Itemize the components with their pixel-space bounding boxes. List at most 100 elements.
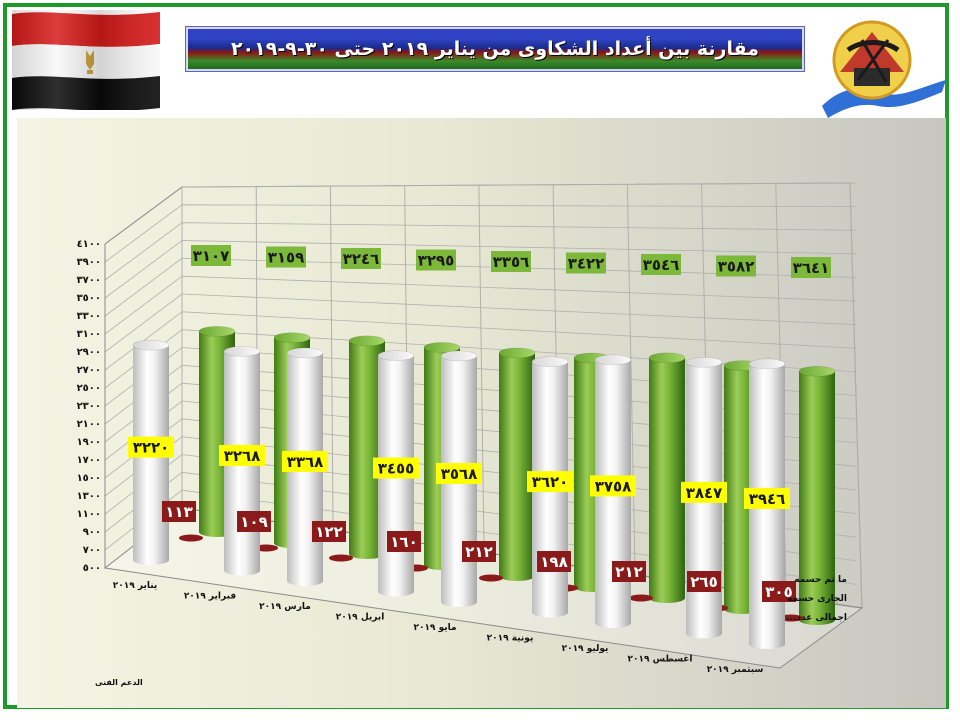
data-label-red: ٢٦٥ xyxy=(687,571,721,592)
data-label-green-text: ٣٤٢٢ xyxy=(568,255,605,273)
y-tick-label: ٣٥٠٠ xyxy=(77,293,101,304)
data-label-red: ٢١٢ xyxy=(462,541,496,562)
data-label-white: ٣٢٢٠ xyxy=(128,436,174,458)
data-label-white-text: ٣٤٥٥ xyxy=(378,460,415,478)
data-label-green-box xyxy=(491,251,531,272)
data-label-white-box xyxy=(373,457,419,479)
x-tick-label: يناير ٢٠١٩ xyxy=(113,581,158,591)
data-label-red: ٢١٢ xyxy=(612,561,646,582)
data-label-red-box xyxy=(687,571,721,592)
data-label-red: ١٢٢ xyxy=(312,521,346,542)
data-label-red-text: ١١٣ xyxy=(165,503,192,521)
grid-line xyxy=(104,182,857,245)
data-label-white-text: ٣٣٦٨ xyxy=(287,453,324,471)
data-label-red: ٣٠٥ xyxy=(762,581,796,602)
data-label-white: ٣٥٦٨ xyxy=(436,462,482,484)
data-label-red-box xyxy=(162,501,196,522)
y-tick-label: ٢٥٠٠ xyxy=(77,383,101,394)
y-tick-label: ١٧٠٠ xyxy=(77,455,101,466)
data-label-red: ١٠٩ xyxy=(237,511,271,532)
y-tick-label: ٣٧٠٠ xyxy=(77,275,101,286)
bar-white-top xyxy=(132,339,170,351)
bar-red xyxy=(479,574,503,582)
data-label-white-text: ٣٨٤٧ xyxy=(686,484,723,502)
data-label-white-text: ٣٢٦٨ xyxy=(224,447,261,465)
bar-green-top xyxy=(273,332,311,343)
data-label-green-box xyxy=(716,255,756,277)
bar-green xyxy=(348,335,386,559)
data-label-white-box xyxy=(590,475,636,497)
bar-green-top xyxy=(348,335,386,347)
grid-vertical xyxy=(626,184,636,575)
y-tick-label: ٩٠٠ xyxy=(83,527,101,538)
data-label-green: ٣٦٤١ xyxy=(791,257,831,278)
data-label-green-text: ٣٦٤١ xyxy=(793,259,830,277)
x-tick-label: ابريل ٢٠١٩ xyxy=(336,613,385,623)
y-tick-label: ٢١٠٠ xyxy=(77,419,101,430)
data-label-red-text: ١٩٨ xyxy=(540,553,567,571)
data-label-white-box xyxy=(219,444,265,466)
legend-entry: ما تم حسمه xyxy=(794,575,847,585)
data-label-red-box xyxy=(462,541,496,562)
data-label-red-text: ١٠٩ xyxy=(240,513,267,531)
data-label-green: ٣٢٩٥ xyxy=(416,249,456,271)
bar-white-top xyxy=(223,346,261,357)
y-tick-label: ٤١٠٠ xyxy=(77,239,101,250)
data-label-red: ١٩٨ xyxy=(537,551,571,572)
data-label-green: ٣١٠٧ xyxy=(191,245,231,266)
data-label-white-text: ٣٦٢٠ xyxy=(532,473,569,491)
data-label-green: ٣٥٤٦ xyxy=(641,254,681,275)
grid-vertical xyxy=(478,185,485,553)
legend-entry: اجمالى عدد... xyxy=(786,613,847,623)
bar-white-top xyxy=(377,350,415,361)
data-label-white-box xyxy=(282,450,328,472)
data-label-red-text: ٢٦٥ xyxy=(690,573,717,591)
y-tick-label: ٢٧٠٠ xyxy=(77,365,101,376)
y-tick-label: ٢٩٠٠ xyxy=(77,347,101,358)
data-label-green-box xyxy=(266,246,306,268)
data-label-white: ٣٩٤٦ xyxy=(744,487,790,509)
bar-white-top xyxy=(286,347,324,359)
bar-white-top xyxy=(531,356,569,367)
data-label-green: ٣٣٥٦ xyxy=(491,251,531,272)
data-label-red-box xyxy=(537,551,571,572)
y-tick-label: ٣٣٠٠ xyxy=(77,311,101,322)
bar-red xyxy=(329,554,353,562)
x-tick-label: يوليو ٢٠١٩ xyxy=(562,644,609,654)
data-label-red-box xyxy=(387,531,421,552)
page-title: مقارنة بين أعداد الشكاوى من يناير ٢٠١٩ ح… xyxy=(230,38,760,60)
data-label-white-box xyxy=(436,462,482,484)
data-label-white-box xyxy=(527,471,573,493)
bar-green-body xyxy=(649,357,685,603)
data-label-white-text: ٣٥٦٨ xyxy=(441,465,478,483)
grid-vertical xyxy=(849,183,863,608)
chart-svg: ٥٠٠ ٧٠٠ ٩٠٠ ١١٠٠ ١٣٠٠ ١٥٠٠ ١٧٠٠ ١٩٠٠ ٢١٠٠ ٢٣٠٠ ٢٥٠… xyxy=(77,182,864,675)
bar-red xyxy=(179,534,203,542)
x-tick-label: اغسطس ٢٠١٩ xyxy=(628,655,693,665)
grid-vertical xyxy=(329,186,334,531)
y-tick-label: ٢٣٠٠ xyxy=(77,401,101,412)
bar-green-body xyxy=(499,352,535,581)
bar-green-top xyxy=(423,342,461,353)
y-tick-label: ١٩٠٠ xyxy=(77,437,101,448)
x-tick-label: فبراير ٢٠١٩ xyxy=(184,592,236,602)
x-tick-label: مارس ٢٠١٩ xyxy=(259,602,311,612)
data-label-green: ٣١٥٩ xyxy=(266,246,306,268)
data-label-green-text: ٣١٥٩ xyxy=(268,249,305,267)
data-label-red: ١١٣ xyxy=(162,501,196,522)
bar-green-top xyxy=(648,352,686,364)
bar-white-top xyxy=(440,350,478,362)
data-label-red: ١٦٠ xyxy=(387,531,421,552)
data-label-red-box xyxy=(762,581,796,602)
data-label-green-text: ٣٢٩٥ xyxy=(418,252,455,270)
data-label-green-box xyxy=(641,254,681,275)
bar-green-top xyxy=(198,326,236,337)
y-tick-label: ٧٠٠ xyxy=(83,545,101,556)
bar-green-top xyxy=(798,366,836,377)
governorate-logo xyxy=(822,20,946,118)
title-banner: مقارنة بين أعداد الشكاوى من يناير ٢٠١٩ ح… xyxy=(186,27,804,71)
data-label-green-text: ٣٥٤٦ xyxy=(643,256,680,274)
bar-green xyxy=(648,352,686,603)
y-tick-label: ٣١٠٠ xyxy=(77,329,101,340)
data-label-white-text: ٣٧٥٨ xyxy=(595,477,632,495)
